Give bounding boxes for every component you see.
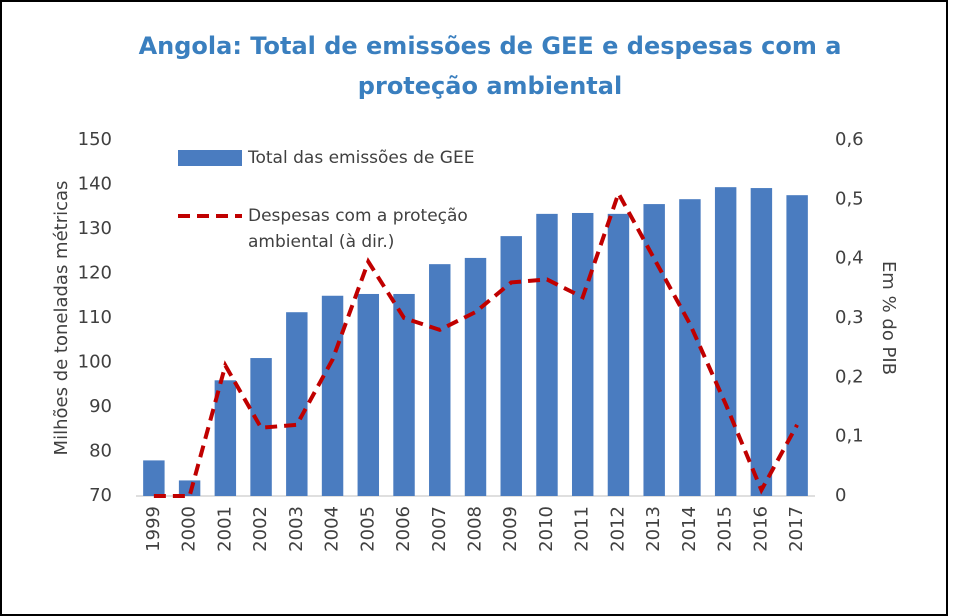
- legend-label: Total das emissões de GEE: [248, 148, 475, 168]
- bar: [500, 236, 522, 496]
- x-tick-label: 1999: [143, 506, 164, 552]
- x-tick-label: 2006: [393, 506, 414, 552]
- x-tick-label: 2000: [179, 506, 200, 552]
- bar: [714, 187, 737, 497]
- y2-tick-label: 0,3: [835, 307, 864, 328]
- bar: [321, 295, 344, 496]
- x-tick-label: 2009: [500, 506, 521, 552]
- x-tick-label: 2007: [429, 506, 450, 552]
- x-tick-label: 2011: [572, 506, 593, 552]
- y2-tick-label: 0,6: [835, 129, 864, 150]
- x-tick-label: 2012: [607, 506, 628, 552]
- y-tick-label: 140: [78, 174, 112, 195]
- y2-tick-label: 0,2: [835, 366, 864, 387]
- y2-axis-label: Em % do PIB: [878, 261, 899, 375]
- legend-label: Despesas com a proteção ambiental (à dir…: [248, 206, 468, 252]
- bar: [607, 213, 630, 496]
- x-tick-label: 2016: [750, 506, 771, 552]
- bar: [250, 358, 272, 496]
- y2-tick-label: 0,4: [835, 248, 864, 269]
- x-tick-label: 2002: [250, 506, 271, 552]
- x-tick-label: 2004: [322, 506, 343, 552]
- bar: [750, 188, 773, 496]
- x-tick-label: 2017: [786, 506, 807, 552]
- y-axis-label: Milhões de toneladas métricas: [51, 181, 72, 456]
- y-tick-label: 150: [78, 129, 112, 150]
- bar: [536, 213, 558, 496]
- bar: [286, 312, 308, 496]
- bar: [571, 212, 594, 497]
- bar: [143, 460, 165, 496]
- bar: [786, 195, 808, 496]
- y-tick-label: 90: [89, 396, 112, 417]
- bar: [679, 199, 701, 496]
- bar: [643, 204, 665, 496]
- y-tick-label: 100: [78, 352, 112, 373]
- bar: [429, 264, 451, 496]
- y-tick-label: 130: [78, 218, 112, 239]
- y-tick-label: 110: [78, 307, 112, 328]
- x-tick-label: 2008: [465, 506, 486, 552]
- bar: [393, 293, 415, 496]
- y-tick-label: 120: [78, 263, 112, 284]
- chart-title: Angola: Total de emissões de GEE e despe…: [138, 32, 842, 100]
- x-tick-label: 2015: [715, 506, 736, 552]
- bar: [214, 380, 237, 496]
- y-tick-label: 70: [89, 485, 112, 506]
- x-tick-label: 2003: [286, 506, 307, 552]
- y2-tick-label: 0,1: [835, 426, 864, 447]
- bar: [178, 480, 201, 496]
- x-tick-label: 2005: [357, 506, 378, 552]
- y-tick-label: 80: [89, 441, 112, 462]
- bar: [464, 257, 487, 496]
- y2-tick-label: 0: [835, 485, 846, 506]
- legend-swatch: [178, 150, 242, 166]
- x-tick-label: 2010: [536, 506, 557, 552]
- x-tick-label: 2014: [679, 506, 700, 552]
- bar: [357, 293, 380, 496]
- x-tick-label: 2001: [214, 506, 235, 552]
- x-tick-label: 2013: [643, 506, 664, 552]
- y2-tick-label: 0,5: [835, 188, 864, 209]
